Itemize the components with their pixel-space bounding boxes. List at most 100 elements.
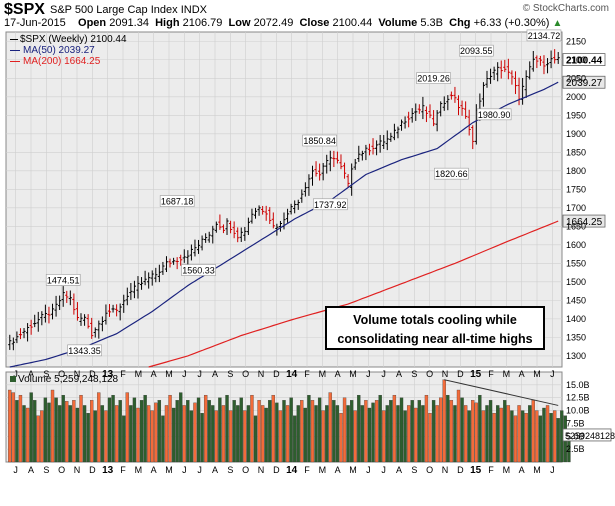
volume-x-tick-label: M <box>319 465 327 475</box>
volume-bar <box>417 400 421 463</box>
volume-bar <box>218 397 222 463</box>
volume-bar <box>65 401 69 463</box>
volume-bar <box>435 405 439 463</box>
chg-value: +6.33 (+0.30%) <box>473 17 550 29</box>
volume-bar <box>29 392 33 463</box>
price-x-tick-label: M <box>165 369 173 379</box>
volume-bar <box>150 410 154 463</box>
volume-bar <box>278 410 283 463</box>
price-annotation-box <box>476 108 512 121</box>
volume-bar <box>328 392 332 463</box>
volume-bar <box>325 405 329 463</box>
volume-bar <box>239 397 243 463</box>
volume-bar <box>104 410 108 463</box>
volume-bar <box>264 407 268 463</box>
volume-bar <box>282 400 286 463</box>
volume-bar <box>506 405 511 463</box>
price-x-tick-label: M <box>349 369 357 379</box>
volume-bar <box>424 394 429 463</box>
volume-y-tick-label: 2.5B <box>566 444 585 454</box>
volume-bar <box>143 394 147 463</box>
volume-x-tick-label: D <box>89 465 96 475</box>
price-right-tag <box>562 214 606 228</box>
volume-bar <box>503 400 507 463</box>
index-full-name: S&P 500 Large Cap Index <box>50 4 178 16</box>
volume-bar <box>431 400 436 463</box>
volume-bar <box>179 392 183 463</box>
volume-bar <box>293 415 297 463</box>
volume-bar <box>61 394 65 463</box>
price-x-tick-label: A <box>519 369 525 379</box>
price-right-tag-label: 2039.27 <box>566 78 603 89</box>
price-x-tick-label: O <box>58 369 65 379</box>
price-x-tick-label: J <box>550 369 555 379</box>
price-y-tick-label: 1300 <box>566 351 586 361</box>
volume-bar <box>552 410 557 463</box>
price-x-tick-label: M <box>503 369 511 379</box>
volume-bar <box>528 405 532 463</box>
volume-bar <box>82 405 87 463</box>
volume-x-tick-label: O <box>242 465 249 475</box>
volume-bar <box>250 394 254 463</box>
volume-x-tick-label: J <box>381 465 386 475</box>
price-x-tick-label: J <box>182 369 187 379</box>
price-right-tag-label: 2100.44 <box>566 56 603 67</box>
volume-bar <box>456 389 461 463</box>
volume-bar <box>90 400 94 463</box>
volume-bar <box>378 394 382 463</box>
volume-bar <box>100 405 105 463</box>
volume-x-tick-label: J <box>550 465 555 475</box>
volume-x-tick-label: O <box>426 465 433 475</box>
volume-y-tick-label: 15.0B <box>566 380 590 390</box>
volume-bar <box>453 405 457 463</box>
callout-line-1: Volume totals cooling while <box>353 313 517 327</box>
volume-x-tick-label: A <box>151 465 157 475</box>
price-x-tick-label: D <box>273 369 280 379</box>
volume-bar <box>214 410 218 463</box>
volume-x-tick-label: J <box>197 465 202 475</box>
price-x-tick-label: N <box>258 369 265 379</box>
volume-bar <box>132 397 137 463</box>
volume-bar <box>260 405 265 463</box>
volume-bar <box>47 402 51 463</box>
volume-bar <box>175 400 179 463</box>
volume-bar <box>517 405 521 463</box>
volume-bar <box>157 400 162 463</box>
volume-value: 5.3B <box>420 17 443 29</box>
volume-bar <box>236 405 240 463</box>
volume-bar <box>513 415 518 463</box>
price-y-tick-label: 1850 <box>566 147 586 157</box>
volume-bar <box>40 410 44 463</box>
price-annotation-box <box>67 344 102 357</box>
price-annotation-box <box>459 44 494 57</box>
volume-bar <box>289 397 293 463</box>
volume-bar <box>478 394 482 463</box>
volume-bar <box>535 410 539 463</box>
volume-bar <box>43 397 48 463</box>
price-x-tick-label: O <box>426 369 433 379</box>
stockcharts-credit: © StockCharts.com <box>522 3 609 14</box>
volume-bar <box>342 397 347 463</box>
volume-y-tick-label: 7.5B <box>566 418 585 428</box>
volume-bar <box>36 415 40 463</box>
legend-ma200-line-icon <box>10 60 20 62</box>
volume-y-tick-label: 5.0B <box>566 431 585 441</box>
volume-bar <box>492 412 496 463</box>
volume-x-tick-label: F <box>304 465 310 475</box>
volume-x-tick-label: A <box>335 465 341 475</box>
volume-bar <box>114 405 119 463</box>
close-value: 2100.44 <box>332 17 373 29</box>
volume-bar <box>357 394 361 463</box>
volume-bar <box>499 407 503 463</box>
volume-bar <box>147 405 151 463</box>
volume-bar <box>168 394 172 463</box>
volume-bar <box>399 397 404 463</box>
price-x-tick-label: A <box>212 369 218 379</box>
volume-bar <box>68 405 72 463</box>
price-annotation-box <box>416 72 451 84</box>
price-y-tick-label: 1950 <box>566 110 586 120</box>
price-annotation-box <box>526 29 562 42</box>
volume-bar <box>314 405 318 463</box>
